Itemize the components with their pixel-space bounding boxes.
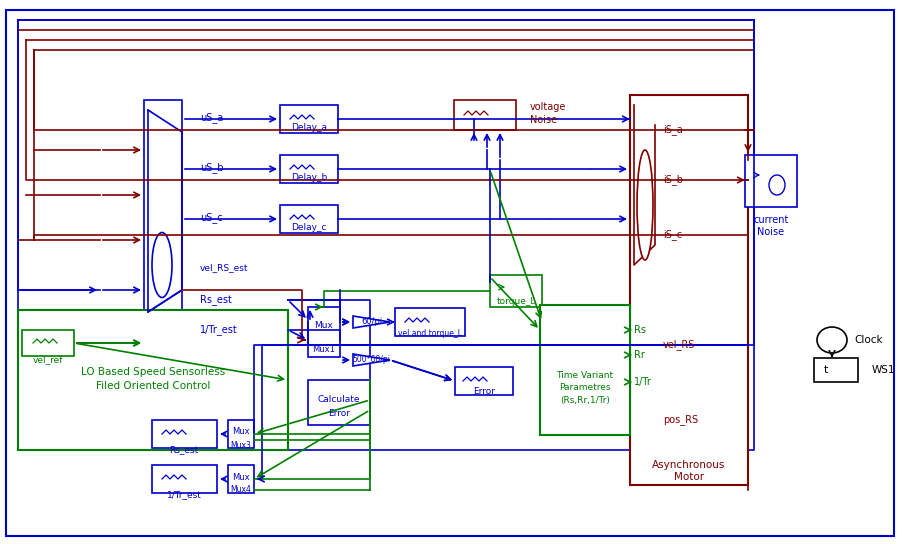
Bar xyxy=(18,310,288,450)
Bar xyxy=(490,275,542,307)
Text: Parametres: Parametres xyxy=(559,384,611,393)
Bar xyxy=(228,465,254,493)
Bar xyxy=(18,20,754,450)
Text: Motor: Motor xyxy=(674,472,704,482)
Text: Error: Error xyxy=(473,387,495,397)
Ellipse shape xyxy=(817,327,847,353)
Bar xyxy=(308,307,340,357)
Text: Mux: Mux xyxy=(232,473,250,481)
Text: vel_RS_est: vel_RS_est xyxy=(200,263,249,273)
Text: (Rs,Rr,1/Tr): (Rs,Rr,1/Tr) xyxy=(560,397,610,405)
Text: uS_a: uS_a xyxy=(200,113,223,123)
Polygon shape xyxy=(353,354,390,366)
Bar xyxy=(455,367,513,395)
Bar xyxy=(395,308,465,336)
Text: Noise: Noise xyxy=(757,227,785,237)
Text: Delay_c: Delay_c xyxy=(291,224,327,232)
Text: torque_L: torque_L xyxy=(497,298,536,306)
Text: 1/Tr_est: 1/Tr_est xyxy=(166,491,202,499)
Polygon shape xyxy=(353,316,390,328)
Text: Delay_a: Delay_a xyxy=(291,123,327,133)
Text: vel_ref: vel_ref xyxy=(33,355,64,364)
Bar xyxy=(540,305,630,435)
Bar xyxy=(144,100,182,320)
Bar xyxy=(280,105,338,133)
Text: Mux3: Mux3 xyxy=(231,441,252,449)
Text: uS_c: uS_c xyxy=(200,213,222,224)
Text: iS_a: iS_a xyxy=(663,125,683,135)
Bar xyxy=(454,100,516,130)
Text: voltage: voltage xyxy=(530,102,567,112)
Bar xyxy=(152,465,217,493)
Text: iS_c: iS_c xyxy=(663,230,682,240)
Bar xyxy=(152,420,217,448)
Text: Rs: Rs xyxy=(634,325,646,335)
Ellipse shape xyxy=(637,150,653,260)
Text: LO Based Speed Sensorless: LO Based Speed Sensorless xyxy=(81,367,225,377)
Text: Rs_est: Rs_est xyxy=(170,446,199,454)
Text: Filed Oriented Control: Filed Oriented Control xyxy=(96,381,210,391)
Bar xyxy=(280,155,338,183)
Bar xyxy=(22,330,74,356)
Text: vel and torque_L: vel and torque_L xyxy=(398,329,462,337)
Text: vel_RS: vel_RS xyxy=(663,339,696,350)
Text: Mux: Mux xyxy=(232,428,250,436)
Ellipse shape xyxy=(152,232,172,298)
Bar xyxy=(280,205,338,233)
Text: Time Variant: Time Variant xyxy=(557,370,614,380)
Text: Mux1: Mux1 xyxy=(312,345,335,355)
Ellipse shape xyxy=(769,175,785,195)
Text: pos_RS: pos_RS xyxy=(663,415,698,425)
Text: 500*60/pi: 500*60/pi xyxy=(352,355,390,364)
Text: current: current xyxy=(754,215,789,225)
Text: Delay_b: Delay_b xyxy=(291,174,327,182)
Bar xyxy=(308,380,370,425)
Text: Asynchronous: Asynchronous xyxy=(652,460,725,470)
Bar xyxy=(630,95,748,485)
Text: WS1: WS1 xyxy=(872,365,895,375)
Text: Rr: Rr xyxy=(634,350,645,360)
Text: t: t xyxy=(824,365,828,375)
Bar xyxy=(814,358,858,382)
Text: 1/Tr: 1/Tr xyxy=(634,377,652,387)
Bar xyxy=(228,420,254,448)
Text: 1/Tr_est: 1/Tr_est xyxy=(200,325,238,336)
Bar xyxy=(745,155,797,207)
Text: Error: Error xyxy=(328,410,350,418)
Text: Clock: Clock xyxy=(854,335,883,345)
Text: Noise: Noise xyxy=(530,115,558,125)
Text: Rs_est: Rs_est xyxy=(200,294,232,305)
Text: iS_b: iS_b xyxy=(663,175,683,186)
Text: Calculate: Calculate xyxy=(318,395,360,405)
Text: Mux4: Mux4 xyxy=(231,485,252,494)
Text: 60/pi: 60/pi xyxy=(360,318,382,326)
Text: Mux: Mux xyxy=(314,320,333,330)
Text: uS_b: uS_b xyxy=(200,163,223,174)
